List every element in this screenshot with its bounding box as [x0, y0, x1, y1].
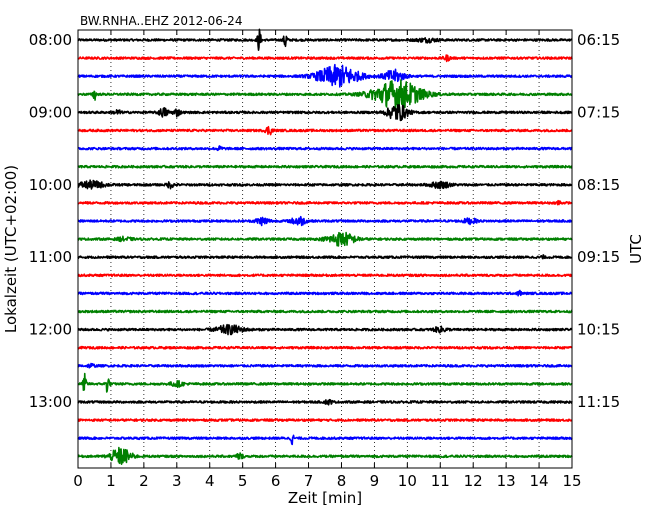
- x-tick-label: 6: [271, 472, 281, 490]
- trace-line: [77, 309, 573, 314]
- x-tick-label: 5: [238, 472, 248, 490]
- right-tick-label: 10:15: [577, 321, 620, 339]
- x-tick-label: 0: [73, 472, 83, 490]
- left-time-axis: 08:00 09:00 10:00 11:00 12:00 13:00: [29, 31, 83, 411]
- trace-line: [77, 164, 573, 169]
- right-tick-label: 09:15: [577, 248, 620, 266]
- right-tick-label: 11:15: [577, 393, 620, 411]
- trace-line: [77, 323, 573, 336]
- trace-line: [77, 446, 573, 465]
- right-axis-label: UTC: [627, 234, 645, 264]
- x-tick-label: 11: [431, 472, 450, 490]
- trace-line: [77, 63, 573, 88]
- x-tick-label: 7: [304, 472, 314, 490]
- trace-line: [77, 434, 573, 446]
- x-tick-label: 8: [337, 472, 347, 490]
- plot-frame: [77, 29, 573, 469]
- trace-line: [77, 372, 573, 393]
- right-time-axis: 06:15 07:15 08:15 09:15 10:15 11:15: [567, 31, 620, 411]
- left-tick-label: 12:00: [29, 321, 72, 339]
- trace-group: [77, 28, 573, 465]
- left-tick-label: 10:00: [29, 176, 72, 194]
- trace-line: [77, 215, 573, 227]
- trace-line: [77, 125, 573, 136]
- trace-line: [77, 362, 573, 369]
- x-tick-label: 10: [398, 472, 417, 490]
- x-axis-label: Zeit [min]: [288, 489, 362, 507]
- trace-line: [77, 254, 573, 260]
- trace-line: [77, 345, 573, 350]
- left-tick-label: 11:00: [29, 248, 72, 266]
- trace-line: [77, 179, 573, 190]
- trace-line: [77, 231, 573, 247]
- x-tick-label: 3: [172, 472, 182, 490]
- trace-line: [77, 28, 573, 51]
- trace-line: [77, 273, 573, 278]
- left-tick-label: 13:00: [29, 393, 72, 411]
- right-tick-label: 06:15: [577, 31, 620, 49]
- x-tick-label: 4: [205, 472, 215, 490]
- x-tick-label: 15: [562, 472, 581, 490]
- trace-line: [77, 398, 573, 406]
- trace-line: [77, 418, 573, 422]
- x-tick-label: 9: [370, 472, 380, 490]
- trace-line: [77, 104, 573, 122]
- x-tick-label: 14: [530, 472, 549, 490]
- trace-line: [77, 289, 573, 297]
- trace-line: [77, 199, 573, 206]
- chart-title: BW.RNHA..EHZ 2012-06-24: [80, 14, 242, 28]
- left-tick-label: 09:00: [29, 103, 72, 121]
- right-tick-label: 08:15: [577, 176, 620, 194]
- x-tick-label: 1: [106, 472, 116, 490]
- left-tick-label: 08:00: [29, 31, 72, 49]
- x-tick-label: 13: [497, 472, 516, 490]
- x-tick-label: 12: [464, 472, 483, 490]
- right-tick-label: 07:15: [577, 103, 620, 121]
- trace-line: [77, 79, 573, 111]
- left-axis-label: Lokalzeit (UTC+02:00): [2, 165, 20, 333]
- x-tick-label: 2: [139, 472, 149, 490]
- trace-line: [77, 54, 573, 63]
- x-axis: 0 1 2 3 4 5 6 7 8 9 10 11 12 13 14 15: [73, 30, 582, 490]
- trace-line: [77, 145, 573, 152]
